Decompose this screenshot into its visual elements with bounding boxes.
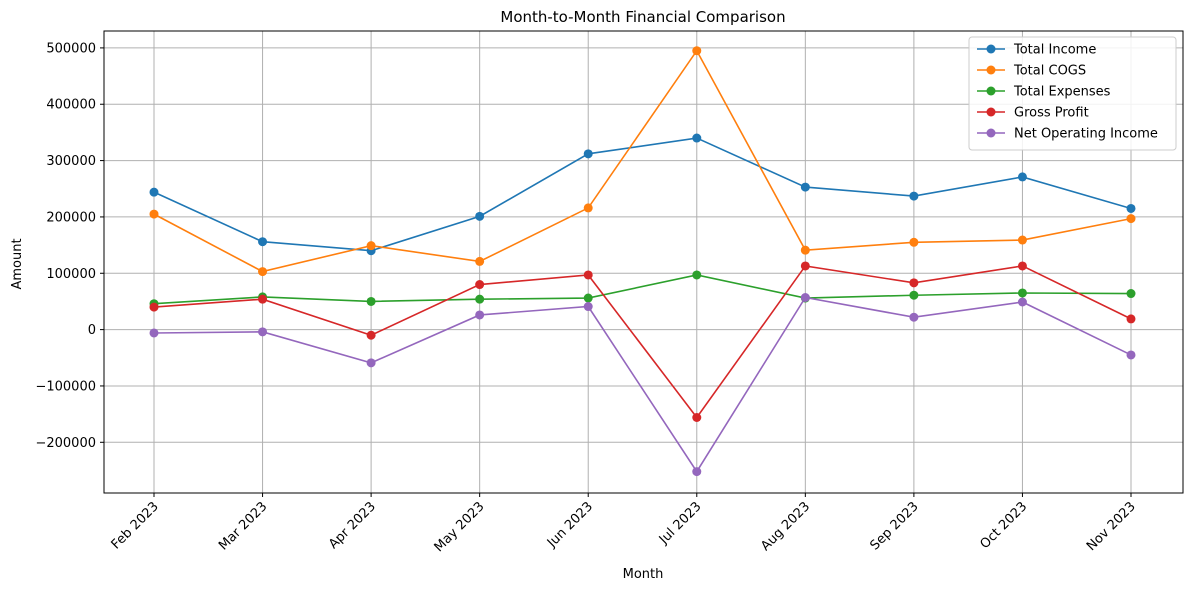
series-1 bbox=[149, 46, 1136, 277]
series-line bbox=[153, 137, 1132, 252]
data-point bbox=[366, 296, 376, 306]
y-tick-label: 500000 bbox=[46, 41, 96, 56]
legend-item: Net Operating Income bbox=[977, 127, 1158, 142]
data-point bbox=[1126, 289, 1136, 299]
legend-label: Total Income bbox=[1013, 43, 1096, 58]
data-point bbox=[909, 312, 919, 322]
data-point bbox=[258, 237, 268, 247]
data-point bbox=[149, 209, 159, 219]
x-tick-label: Oct 2023 bbox=[977, 499, 1030, 552]
grid bbox=[104, 31, 1183, 493]
x-tick-label: Sep 2023 bbox=[867, 499, 921, 553]
legend-marker bbox=[986, 107, 996, 117]
data-point bbox=[1126, 350, 1136, 360]
y-tick-label: 200000 bbox=[46, 210, 96, 225]
data-point bbox=[909, 290, 919, 300]
data-point bbox=[258, 294, 268, 304]
data-point bbox=[149, 187, 159, 197]
data-point bbox=[909, 191, 919, 201]
series-0 bbox=[149, 133, 1136, 256]
y-tick-label: 400000 bbox=[46, 98, 96, 113]
legend-item: Total Expenses bbox=[977, 85, 1111, 100]
data-point bbox=[692, 270, 702, 280]
data-point bbox=[1126, 214, 1136, 224]
legend: Total Income Total COGS Total Expenses Gros… bbox=[968, 36, 1177, 151]
legend-marker bbox=[986, 44, 996, 54]
legend-item: Gross Profit bbox=[977, 106, 1089, 121]
legend-label: Net Operating Income bbox=[1014, 127, 1158, 142]
y-tick-label: 100000 bbox=[46, 267, 96, 282]
series-line bbox=[153, 49, 1132, 273]
data-point bbox=[583, 270, 593, 280]
data-point bbox=[583, 149, 593, 159]
data-point bbox=[692, 413, 702, 423]
data-point bbox=[258, 327, 268, 337]
data-point bbox=[909, 237, 919, 247]
legend-marker bbox=[986, 65, 996, 75]
data-point bbox=[800, 261, 810, 271]
x-tick-label: Apr 2023 bbox=[326, 499, 379, 552]
y-tick-label: 0 bbox=[88, 323, 96, 338]
data-point bbox=[800, 292, 810, 302]
data-point bbox=[692, 133, 702, 143]
legend-box bbox=[968, 36, 1177, 151]
x-tick-label: Feb 2023 bbox=[109, 499, 162, 552]
data-point bbox=[258, 267, 268, 277]
series-lines bbox=[149, 46, 1136, 477]
legend-label: Gross Profit bbox=[1014, 106, 1089, 121]
data-point bbox=[692, 46, 702, 56]
legend-label: Total Expenses bbox=[1013, 85, 1111, 100]
data-point bbox=[475, 280, 485, 290]
data-point bbox=[583, 293, 593, 303]
y-tick-label: −200000 bbox=[35, 436, 96, 451]
data-point bbox=[475, 310, 485, 320]
x-tick-label: Aug 2023 bbox=[758, 499, 813, 554]
data-point bbox=[1017, 261, 1027, 271]
y-axis-label: Amount bbox=[10, 238, 25, 289]
series-line bbox=[153, 274, 1132, 305]
series-4 bbox=[149, 292, 1136, 477]
x-tick-label: May 2023 bbox=[432, 499, 488, 555]
chart-title: Month-to-Month Financial Comparison bbox=[500, 8, 785, 26]
legend-marker bbox=[986, 128, 996, 138]
data-point bbox=[1017, 172, 1027, 182]
data-point bbox=[366, 358, 376, 368]
series-2 bbox=[149, 270, 1136, 309]
data-point bbox=[475, 294, 485, 304]
data-point bbox=[1126, 203, 1136, 213]
data-point bbox=[1017, 235, 1027, 245]
y-tick-label: −100000 bbox=[35, 379, 96, 394]
data-point bbox=[149, 302, 159, 312]
legend-label: Total COGS bbox=[1013, 64, 1086, 79]
x-tick-label: Mar 2023 bbox=[216, 499, 270, 553]
series-line bbox=[153, 296, 1132, 474]
series-3 bbox=[149, 261, 1136, 423]
legend-item: Total COGS bbox=[977, 64, 1086, 79]
data-point bbox=[366, 241, 376, 251]
data-point bbox=[909, 278, 919, 288]
data-point bbox=[475, 211, 485, 221]
legend-marker bbox=[986, 86, 996, 96]
x-tick-label: Jun 2023 bbox=[544, 499, 596, 551]
data-point bbox=[800, 182, 810, 192]
plot-frame bbox=[103, 30, 1184, 494]
data-point bbox=[366, 330, 376, 340]
y-tick-label: 300000 bbox=[46, 154, 96, 169]
data-point bbox=[1017, 288, 1027, 298]
x-axis-label: Month bbox=[623, 567, 664, 582]
x-tick-label: Nov 2023 bbox=[1084, 499, 1139, 554]
data-point bbox=[583, 302, 593, 312]
legend-item: Total Income bbox=[977, 43, 1096, 58]
series-line bbox=[153, 265, 1132, 419]
data-point bbox=[475, 256, 485, 266]
data-point bbox=[149, 328, 159, 338]
data-point bbox=[1126, 314, 1136, 324]
data-point bbox=[800, 245, 810, 255]
data-point bbox=[692, 467, 702, 477]
data-point bbox=[583, 203, 593, 213]
x-tick-label: Jul 2023 bbox=[656, 499, 705, 548]
data-point bbox=[1017, 297, 1027, 307]
